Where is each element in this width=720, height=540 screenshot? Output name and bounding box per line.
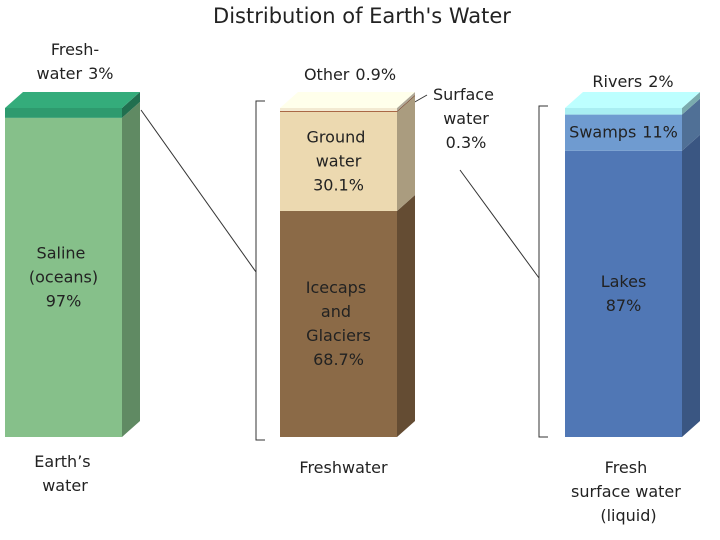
value-label: 0.3% xyxy=(446,133,487,152)
pointer xyxy=(412,94,428,104)
bar-segment xyxy=(280,111,397,211)
bracket xyxy=(538,105,548,438)
segment-label: Fresh-water 3% xyxy=(37,40,114,83)
label-text: Freshwater xyxy=(299,458,388,477)
label-text: Earth’s water xyxy=(34,452,95,495)
bar-top xyxy=(565,92,700,108)
value-label: 30.1% xyxy=(313,175,364,194)
segment-label: Saline (oceans) 97% xyxy=(29,243,98,310)
bar-side xyxy=(397,92,415,111)
bar-side xyxy=(397,194,415,437)
value-label: 2% xyxy=(648,72,673,91)
bar-segment xyxy=(280,210,397,437)
bar-side xyxy=(397,94,415,112)
bar-side xyxy=(122,101,140,438)
connector xyxy=(140,109,257,273)
segment-label: Other 0.9% xyxy=(304,65,396,84)
bar-segment xyxy=(5,117,122,438)
bar-segment xyxy=(280,108,397,111)
bar-side xyxy=(682,134,700,437)
bar-label: Earth’s water xyxy=(34,452,95,495)
bar-segment xyxy=(5,108,122,118)
bar-top xyxy=(280,92,415,108)
bar-label: Freshwater xyxy=(299,458,388,477)
bar-segment xyxy=(565,114,682,151)
bar-segment xyxy=(565,150,682,437)
label-text: Icecaps and Glaciers xyxy=(306,277,372,344)
chart-title: Distribution of Earth's Water xyxy=(213,4,511,28)
value-label: 3% xyxy=(88,64,113,83)
segment-label: Swamps 11% xyxy=(569,122,678,141)
label-text: Fresh-water xyxy=(37,40,100,83)
bar-segment xyxy=(280,110,397,112)
segment-label: Ground water 30.1% xyxy=(307,127,371,194)
segment-label: Lakes 87% xyxy=(601,271,647,314)
value-label: 11% xyxy=(642,122,678,141)
label-text: Other xyxy=(304,65,350,84)
bar-top xyxy=(5,92,140,108)
segment-label: Rivers 2% xyxy=(592,72,673,91)
value-label: 0.9% xyxy=(355,65,396,84)
label-text: Lakes xyxy=(601,271,647,290)
bar-side xyxy=(682,98,700,151)
bar-label: Fresh surface water (liquid) xyxy=(571,458,686,525)
value-label: 87% xyxy=(606,295,642,314)
bar-side xyxy=(682,92,700,115)
label-text: Fresh surface water (liquid) xyxy=(571,458,686,525)
label-text: Saline (oceans) xyxy=(29,243,98,286)
label-text: Ground water xyxy=(307,127,371,170)
bar-segment xyxy=(565,108,682,115)
bar-side xyxy=(397,95,415,211)
value-label: 68.7% xyxy=(313,349,364,368)
label-text: Rivers xyxy=(592,72,642,91)
connector xyxy=(459,169,540,279)
segment-label: Icecaps and Glaciers 68.7% xyxy=(306,277,372,368)
bracket xyxy=(255,100,265,441)
segment-label: Surface water 0.3% xyxy=(433,85,499,152)
label-text: Swamps xyxy=(569,122,636,141)
bar-side xyxy=(122,92,140,118)
value-label: 97% xyxy=(46,291,82,310)
label-text: Surface water xyxy=(433,85,499,128)
